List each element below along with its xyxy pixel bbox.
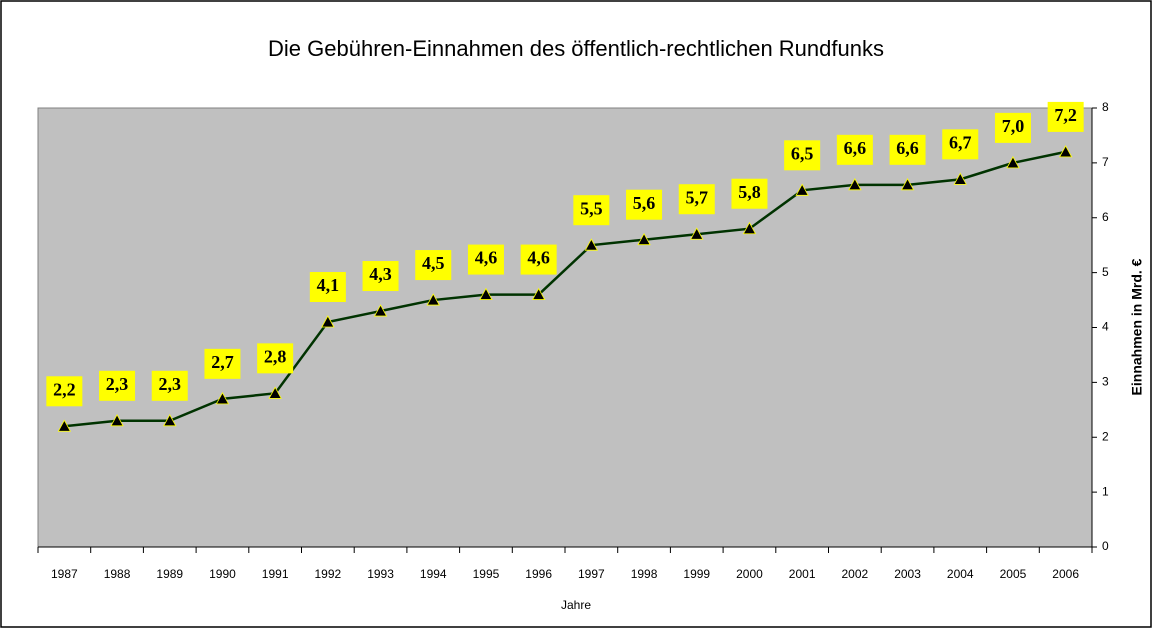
marker [163, 413, 177, 427]
marker [795, 183, 809, 196]
value-label: 7,2 [1054, 105, 1077, 125]
marker [373, 304, 388, 317]
y-tick-label: 7 [1102, 155, 1109, 169]
chart-title: Die Gebühren-Einnahmen des öffentlich-re… [268, 36, 884, 61]
x-axis-label: Jahre [561, 598, 591, 612]
line [64, 150, 1066, 428]
x-tick-label: 2001 [789, 567, 816, 581]
x-tick-label: 2002 [841, 567, 868, 581]
value-label-box [1047, 101, 1084, 132]
marker [1006, 156, 1020, 169]
value-label: 2,3 [159, 374, 182, 394]
value-label-box [626, 189, 663, 220]
marker [531, 287, 546, 300]
value-label-box [731, 178, 768, 209]
value-label: 4,6 [527, 248, 550, 268]
value-label-box [889, 134, 926, 165]
marker [321, 315, 335, 328]
x-tick-label: 2006 [1052, 567, 1079, 581]
value-label-box [678, 184, 715, 215]
y-tick-label: 3 [1102, 375, 1109, 389]
value-label: 2,2 [53, 379, 76, 399]
value-label: 4,1 [317, 275, 340, 295]
x-tick-label: 1998 [631, 567, 658, 581]
marker [268, 386, 282, 399]
y-tick-label: 0 [1102, 539, 1109, 553]
x-tick-label: 1988 [104, 567, 131, 581]
y-tick-label: 2 [1102, 429, 1109, 443]
marker [110, 413, 124, 427]
value-label-box [573, 195, 610, 226]
value-label-box [415, 250, 452, 281]
value-label: 7,0 [1002, 116, 1025, 136]
y-tick-label: 8 [1102, 100, 1109, 114]
marker [848, 177, 862, 191]
y-tick-label: 1 [1102, 484, 1109, 498]
value-label-box [836, 134, 873, 165]
value-label: 2,8 [264, 346, 287, 366]
value-label: 4,5 [422, 253, 445, 273]
value-label: 5,6 [633, 193, 656, 213]
x-tick-label: 1996 [525, 567, 552, 581]
x-tick-label: 1997 [578, 567, 605, 581]
y-tick-label: 6 [1102, 210, 1109, 224]
marker [584, 238, 599, 251]
value-label-box [309, 272, 346, 303]
value-label-box [99, 370, 136, 401]
x-tick-label: 1987 [51, 567, 78, 581]
x-tick-label: 1995 [473, 567, 500, 581]
value-label: 4,6 [475, 248, 498, 268]
value-label: 2,3 [106, 374, 129, 394]
value-label-box [520, 244, 557, 275]
value-label: 5,8 [738, 182, 761, 202]
marker [426, 293, 440, 306]
marker [1058, 145, 1073, 158]
x-tick-label: 1999 [683, 567, 710, 581]
value-label: 2,7 [211, 352, 234, 372]
value-label-box [994, 112, 1031, 143]
value-label: 6,5 [791, 143, 814, 163]
marker [900, 177, 915, 191]
value-label: 6,6 [896, 138, 919, 158]
x-tick-label: 2000 [736, 567, 763, 581]
x-tick-label: 1989 [156, 567, 183, 581]
value-label-box [257, 343, 294, 374]
y-axis-label: Einnahmen in Mrd. € [1129, 258, 1145, 395]
x-tick-label: 1991 [262, 567, 289, 581]
value-label-box [942, 129, 979, 160]
y-tick-label: 4 [1102, 320, 1109, 334]
value-label: 6,7 [949, 132, 972, 152]
value-label-box [467, 244, 504, 275]
marker [690, 227, 704, 240]
x-tick-label: 1993 [367, 567, 394, 581]
x-tick-label: 1994 [420, 567, 447, 581]
x-tick-label: 1992 [314, 567, 341, 581]
x-tick-label: 2005 [1000, 567, 1027, 581]
marker [637, 232, 651, 246]
value-label: 6,6 [844, 138, 867, 158]
marker [742, 221, 757, 235]
value-label: 5,7 [686, 187, 709, 207]
value-label-box [784, 140, 821, 171]
x-tick-label: 2003 [894, 567, 921, 581]
value-label-box [362, 261, 399, 292]
plot-area [37, 107, 1093, 548]
marker [57, 419, 72, 432]
value-label-box [204, 348, 241, 379]
x-tick-label: 1990 [209, 567, 236, 581]
marker [953, 172, 967, 185]
x-tick-label: 2004 [947, 567, 974, 581]
y-tick-label: 5 [1102, 265, 1109, 279]
value-label: 4,3 [369, 264, 392, 284]
value-label-box [151, 370, 188, 401]
marker [215, 392, 230, 405]
value-label-box [46, 376, 83, 407]
value-label: 5,5 [580, 198, 603, 218]
marker [479, 287, 493, 300]
